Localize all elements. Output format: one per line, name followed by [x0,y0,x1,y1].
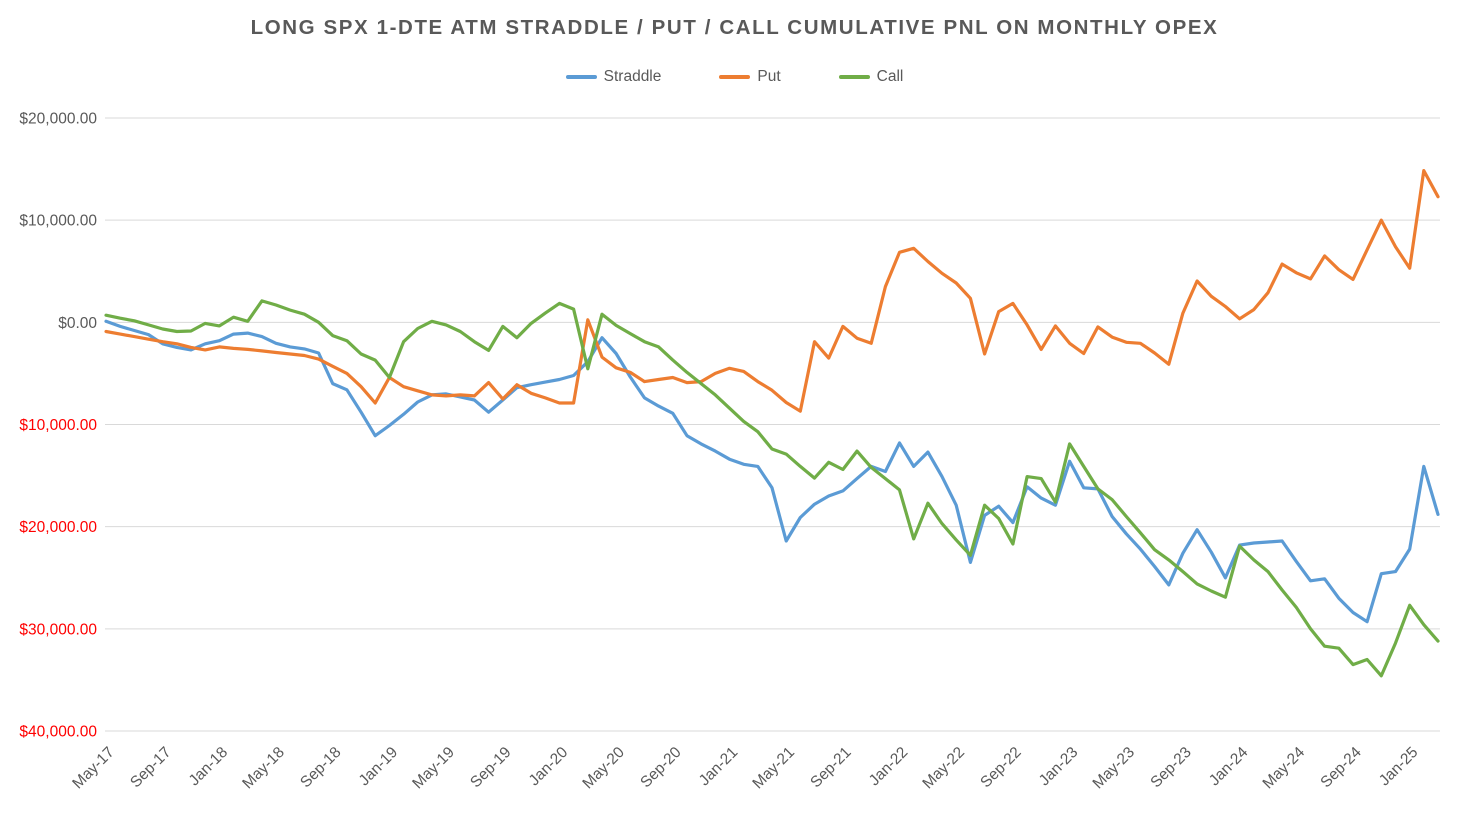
x-tick-label: Jan-19 [356,744,402,790]
x-axis-labels: May-17 Sep-17 Jan-18 May-18 Sep-18 Jan-19 May-… [69,744,1421,793]
x-tick-label: May-23 [1090,744,1139,793]
x-tick-label: Jan-23 [1036,744,1082,790]
x-tick-label: May-17 [69,744,118,793]
x-tick-label: Jan-18 [186,744,232,790]
x-tick-label: Sep-24 [1317,744,1365,792]
y-tick-label: $30,000.00 [19,621,97,638]
x-tick-label: May-18 [239,744,288,793]
y-tick-label: $10,000.00 [19,213,97,230]
chart-title: LONG SPX 1-DTE ATM STRADDLE / PUT / CALL… [250,16,1219,39]
legend-item-straddle: Straddle [565,68,662,86]
y-tick-label: $0.00 [58,315,97,332]
legend-label-call: Call [876,68,904,85]
x-tick-label: Sep-23 [1147,744,1194,791]
put-line-swatch [719,75,751,79]
x-tick-label: May-19 [409,744,458,793]
x-tick-label: May-24 [1260,744,1309,793]
x-tick-label: Sep-17 [127,744,174,791]
straddle-line-swatch [565,75,597,79]
x-tick-label: Sep-21 [807,744,854,791]
x-tick-label: May-20 [579,744,628,793]
x-tick-label: Sep-22 [977,744,1024,791]
x-tick-label: Jan-20 [526,744,572,790]
series-line-put [104,169,1440,413]
x-tick-label: Jan-24 [1206,744,1252,790]
call-line-swatch [838,75,870,79]
x-tick-label: Sep-19 [467,744,514,791]
y-tick-label: $40,000.00 [19,724,97,741]
x-tick-label: Sep-18 [297,744,344,791]
legend-item-put: Put [719,68,781,86]
legend-label-put: Put [757,68,781,85]
y-tick-label: $10,000.00 [19,417,97,434]
series-line-call [104,299,1440,678]
x-tick-label: May-22 [919,744,968,793]
legend-label-straddle: Straddle [603,68,662,85]
chart-legend: Straddle Put Call [0,68,1469,86]
x-tick-label: Jan-22 [866,744,912,790]
y-tick-label: $20,000.00 [19,519,97,536]
x-tick-label: May-21 [749,744,798,793]
y-tick-label: $20,000.00 [19,111,97,128]
series-lines [104,169,1440,678]
x-tick-label: Jan-25 [1376,744,1422,790]
y-axis-labels: $20,000.00 $10,000.00 $0.00 $10,000.00 $20,0… [19,111,97,741]
x-tick-label: Jan-21 [696,744,742,790]
legend-item-call: Call [838,68,904,86]
gridlines [105,117,1440,732]
series-line-straddle [104,319,1440,624]
x-tick-label: Sep-20 [637,744,685,792]
